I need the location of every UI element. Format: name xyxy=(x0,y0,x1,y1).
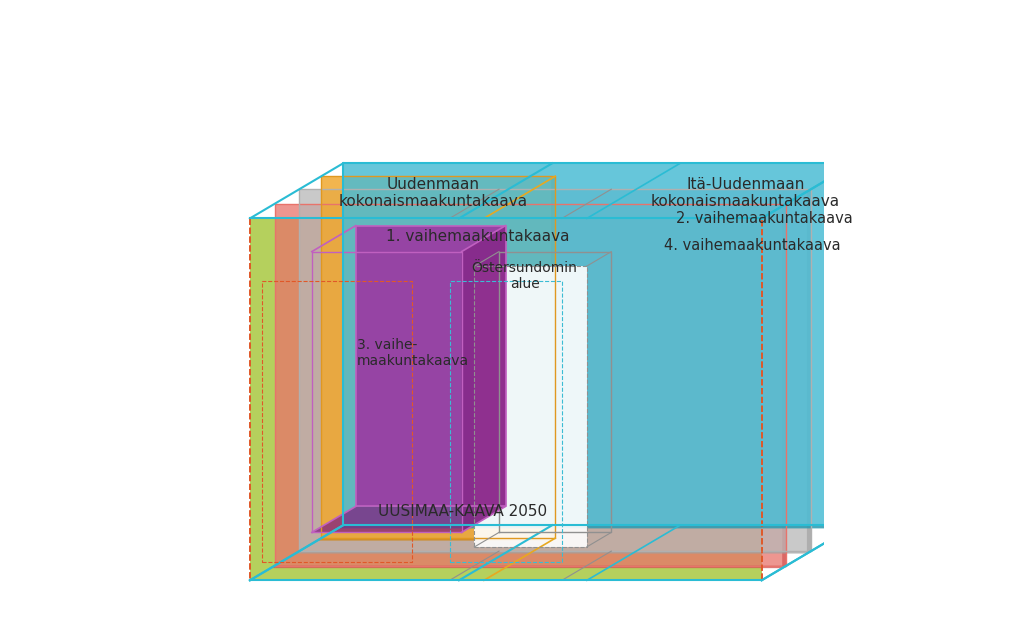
Polygon shape xyxy=(295,551,811,553)
Text: Östersundomin
alue: Östersundomin alue xyxy=(472,261,578,291)
Polygon shape xyxy=(807,189,811,553)
Polygon shape xyxy=(355,226,506,507)
Polygon shape xyxy=(338,525,855,529)
Polygon shape xyxy=(782,204,786,568)
Text: Itä-Uudenmaan
kokonaismaakuntakaava: Itä-Uudenmaan kokonaismaakuntakaava xyxy=(651,177,840,209)
Text: UUSIMAA-KAAVA 2050: UUSIMAA-KAAVA 2050 xyxy=(378,504,548,519)
Polygon shape xyxy=(322,176,555,538)
Polygon shape xyxy=(299,189,811,551)
Polygon shape xyxy=(551,176,555,540)
Polygon shape xyxy=(317,538,555,540)
Text: 4. vaihemaakuntakaava: 4. vaihemaakuntakaava xyxy=(665,238,841,253)
Text: 3. vaihe-
maakuntakaava: 3. vaihe- maakuntakaava xyxy=(357,338,469,368)
Polygon shape xyxy=(270,566,786,568)
Polygon shape xyxy=(312,507,506,532)
Polygon shape xyxy=(274,204,786,566)
Text: 1. vaihemaakuntakaava: 1. vaihemaakuntakaava xyxy=(386,230,570,245)
Polygon shape xyxy=(850,163,855,529)
Polygon shape xyxy=(462,226,506,532)
Polygon shape xyxy=(250,218,762,580)
Text: 2. vaihemaakuntakaava: 2. vaihemaakuntakaava xyxy=(677,212,853,227)
Text: Uudenmaan
kokonaismaakuntakaava: Uudenmaan kokonaismaakuntakaava xyxy=(339,177,528,209)
Polygon shape xyxy=(474,266,587,547)
Polygon shape xyxy=(343,163,855,525)
